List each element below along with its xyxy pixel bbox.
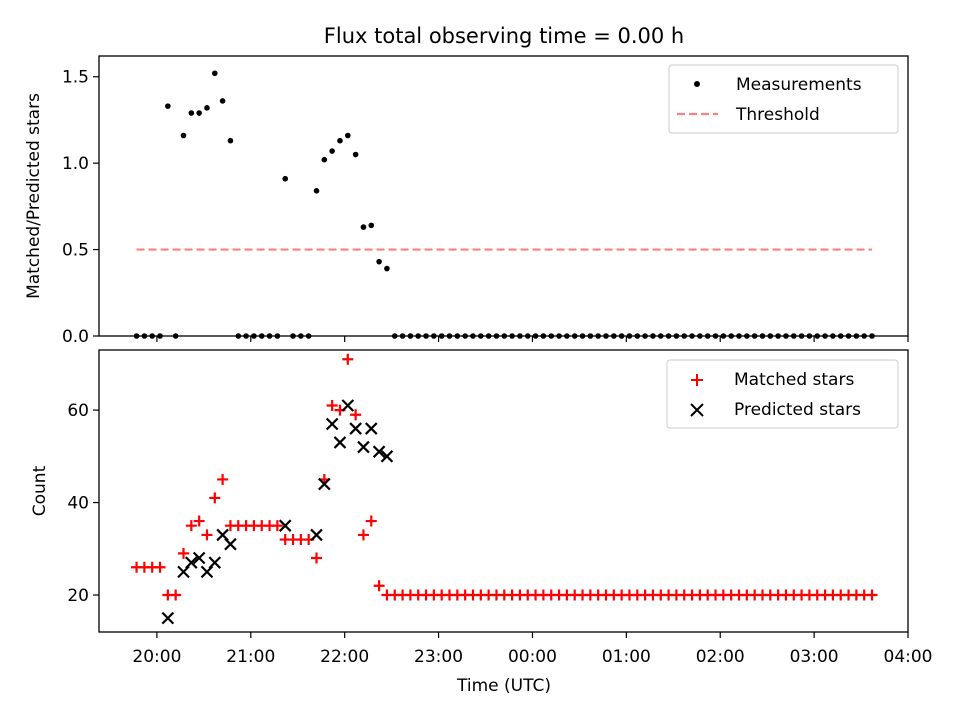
measurement-point [219, 98, 226, 104]
x-tick-label: 21:00 [226, 647, 275, 667]
measurement-point [227, 137, 234, 144]
legend-threshold-label: Threshold [735, 105, 820, 125]
legend-matched-label: Matched stars [734, 370, 854, 390]
upper-legend-frame [668, 64, 899, 134]
predicted-star-point [208, 556, 222, 569]
matched-star-point [170, 589, 182, 601]
upper-y-tick-label: 1.5 [62, 68, 89, 88]
matched-star-point [373, 580, 385, 592]
upper-y-tick-label: 0.5 [62, 241, 89, 261]
predicted-star-point [325, 417, 339, 431]
measurement-point [321, 156, 328, 163]
x-tick-label: 22:00 [320, 647, 369, 667]
measurement-point [204, 105, 210, 111]
lower-plot-area [131, 353, 878, 625]
matched-star-point [185, 520, 197, 532]
lower-plot: 20 40 60 20:00 21:00 22:00 23:00 00:00 01:00 02:… [30, 349, 933, 696]
lower-axes-frame [98, 349, 909, 633]
lower-y-tick-label: 40 [67, 494, 89, 514]
matched-star-point [365, 515, 377, 527]
upper-y-tick-label: 1.0 [62, 154, 89, 174]
legend-predicted-label: Predicted stars [734, 400, 861, 420]
upper-y-axis: 0.0 0.5 1.0 1.5 [62, 68, 99, 347]
lower-legend: Matched stars Predicted stars [666, 359, 899, 429]
measurement-point [345, 132, 351, 139]
matched-star-point [154, 561, 166, 573]
matched-star-point [326, 399, 338, 411]
matched-star-point [311, 552, 323, 564]
predicted-star-point [192, 551, 206, 565]
lower-legend-frame [666, 359, 899, 429]
measurement-point [282, 175, 289, 182]
upper-y-tick-label: 0.0 [62, 327, 89, 347]
legend-matched-marker [691, 374, 703, 386]
x-tick-label: 01:00 [602, 647, 651, 667]
predicted-star-point [224, 537, 237, 551]
measurement-point [165, 103, 171, 109]
x-tick-label: 23:00 [414, 647, 463, 667]
measurement-point [188, 110, 195, 116]
x-tick-label: 20:00 [132, 647, 181, 667]
x-tick-label: 00:00 [508, 647, 557, 667]
legend-predicted-marker [690, 403, 704, 417]
matched-star-point [209, 492, 221, 504]
measurement-point [384, 265, 390, 272]
predicted-star-point [364, 422, 378, 435]
predicted-star-point [341, 399, 355, 412]
measurement-point [180, 132, 187, 139]
matched-star-point [201, 529, 213, 541]
matched-star-point [217, 473, 229, 485]
measurement-point [352, 151, 359, 158]
matched-star-point [350, 409, 362, 421]
matched-star-point [177, 547, 189, 559]
measurement-point [360, 224, 367, 230]
predicted-star-point [278, 519, 292, 532]
matched-star-point [357, 529, 369, 541]
upper-x-ticks [156, 336, 909, 342]
measurement-point [337, 137, 343, 144]
measurement-point [329, 148, 335, 154]
matched-star-point [193, 515, 205, 527]
legend-measurements-label: Measurements [736, 75, 862, 95]
predicted-star-point [318, 477, 331, 491]
lower-x-axis: 20:00 21:00 22:00 23:00 00:00 01:00 02:00 03:00… [132, 632, 933, 667]
x-tick-label: 04:00 [884, 647, 933, 667]
figure-title: Flux total observing time = 0.00 h [324, 24, 684, 48]
predicted-star-point [310, 528, 323, 542]
lower-y-axis: 20 40 60 [67, 401, 99, 606]
x-tick-label: 03:00 [790, 647, 839, 667]
measurement-point [211, 70, 218, 77]
x-axis-label: Time (UTC) [456, 676, 551, 696]
predicted-star-point [349, 422, 362, 435]
upper-y-axis-label: Matched/Predicted stars [24, 93, 44, 299]
predicted-star-point [185, 556, 198, 569]
measurement-point [368, 222, 375, 229]
lower-y-tick-label: 20 [67, 586, 89, 606]
measurement-point [313, 188, 320, 194]
x-tick-label: 02:00 [696, 647, 745, 667]
lower-y-tick-label: 60 [67, 401, 89, 421]
predicted-star-point [333, 436, 347, 449]
lower-y-axis-label: Count [30, 465, 50, 516]
legend-measurements-marker [694, 81, 700, 87]
predicted-star-point [161, 611, 175, 625]
upper-legend: Measurements Threshold [668, 64, 899, 134]
upper-plot: 0.0 0.5 1.0 1.5 Matched/Predicted stars Mea… [24, 55, 909, 347]
matched-star-point [271, 520, 283, 532]
matched-star-point [866, 589, 878, 601]
matched-star-point [342, 353, 354, 365]
predicted-star-point [357, 440, 370, 454]
upper-axes-frame [98, 55, 909, 337]
predicted-star-point [380, 450, 394, 463]
predicted-star-point [372, 445, 386, 458]
measurement-point [376, 258, 382, 265]
measurement-point [196, 110, 202, 116]
